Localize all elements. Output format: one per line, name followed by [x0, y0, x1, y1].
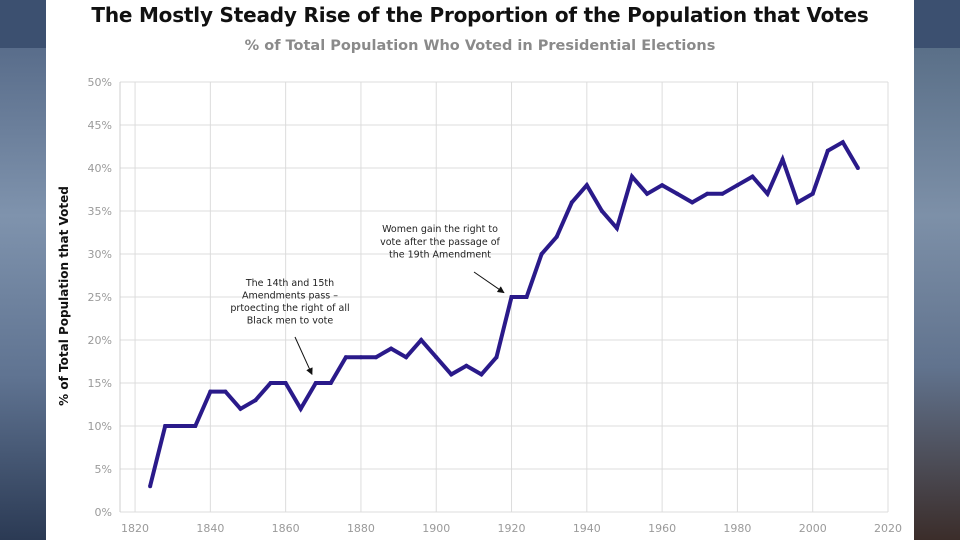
- annotation-text: The 14th and 15th: [245, 278, 334, 289]
- y-tick-label: 40%: [88, 162, 112, 175]
- annotation-text: the 19th Amendment: [389, 250, 491, 261]
- chart-panel: The Mostly Steady Rise of the Proportion…: [46, 0, 914, 540]
- annotation-text: prtoecting the right of all: [230, 303, 349, 314]
- data-point: [223, 389, 228, 394]
- x-tick-label: 2000: [799, 522, 827, 535]
- data-point: [810, 191, 815, 196]
- x-tick-label: 1920: [498, 522, 526, 535]
- data-point: [855, 166, 860, 170]
- series-line: [148, 139, 860, 487]
- background-left: [0, 0, 46, 540]
- data-point: [358, 355, 363, 360]
- y-tick-label: 0%: [95, 506, 112, 519]
- data-point: [840, 140, 845, 145]
- data-point: [298, 406, 303, 411]
- data-point: [313, 381, 318, 385]
- data-point: [374, 355, 378, 360]
- x-tick-label: 1880: [347, 522, 375, 535]
- annotation-text: Black men to vote: [247, 316, 334, 327]
- data-point: [614, 226, 619, 231]
- data-point: [404, 355, 409, 360]
- x-tick-label: 2020: [874, 522, 902, 535]
- data-point: [705, 191, 710, 196]
- data-point: [645, 191, 650, 196]
- y-axis-label: % of Total Population that Voted: [57, 186, 71, 406]
- data-point: [630, 174, 634, 179]
- data-point: [343, 355, 348, 360]
- data-point: [449, 372, 454, 377]
- data-point: [750, 174, 755, 179]
- data-point: [178, 424, 183, 428]
- background-band-left: [0, 0, 46, 48]
- data-point: [660, 183, 665, 188]
- x-tick-label: 1900: [422, 522, 450, 535]
- data-point: [569, 200, 574, 205]
- x-tick-label: 1860: [272, 522, 300, 535]
- background-band-right: [914, 0, 960, 48]
- data-point: [584, 183, 589, 188]
- data-point: [690, 200, 695, 205]
- line-chart: 0% 5% 10% 15% 20% 25% 30% 35% 40% 45% 50% 1820 1840 1…: [57, 76, 902, 535]
- data-point: [720, 191, 725, 196]
- y-tick-label: 20%: [88, 334, 112, 347]
- data-point: [434, 355, 439, 360]
- y-tick-label: 5%: [95, 463, 112, 476]
- x-tick-label: 1980: [723, 522, 751, 535]
- background-right: [914, 0, 960, 540]
- y-tick-label: 10%: [88, 420, 112, 433]
- data-point: [419, 338, 424, 342]
- data-point: [735, 183, 740, 188]
- data-point: [675, 191, 680, 196]
- data-point: [479, 372, 484, 377]
- data-point: [524, 295, 529, 299]
- data-point: [554, 234, 559, 239]
- data-point: [283, 381, 288, 385]
- x-tick-label: 1960: [648, 522, 676, 535]
- y-tick-label: 35%: [88, 205, 112, 218]
- data-point: [599, 209, 604, 213]
- data-point: [765, 191, 770, 196]
- data-point: [795, 200, 800, 205]
- x-tick-label: 1840: [196, 522, 224, 535]
- chart-subtitle: % of Total Population Who Voted in Presi…: [244, 38, 716, 54]
- data-point: [825, 148, 830, 153]
- annotation-text: Amendments pass –: [242, 291, 338, 302]
- annotation-arrow: [473, 271, 505, 294]
- y-tick-label: 15%: [88, 377, 112, 390]
- y-tick-label: 25%: [88, 291, 112, 304]
- data-point: [193, 424, 198, 428]
- y-tick-label: 45%: [88, 119, 112, 132]
- data-point: [148, 484, 153, 489]
- data-point: [268, 381, 273, 385]
- data-point: [253, 398, 258, 403]
- data-point: [389, 346, 394, 351]
- x-tick-label: 1820: [121, 522, 149, 535]
- annotation-text: Women gain the right to: [382, 224, 498, 235]
- annotation-text: vote after the passage of: [380, 237, 500, 248]
- data-point: [780, 157, 785, 162]
- data-point: [238, 406, 243, 411]
- y-tick-label: 30%: [88, 248, 112, 261]
- x-tick-label: 1940: [573, 522, 601, 535]
- chart-title: The Mostly Steady Rise of the Proportion…: [91, 3, 869, 27]
- data-point: [208, 389, 213, 394]
- data-point: [539, 252, 544, 256]
- annotation-arrow: [294, 336, 313, 376]
- data-point: [464, 363, 469, 368]
- data-point: [163, 424, 168, 428]
- data-point: [509, 295, 514, 299]
- data-point: [328, 381, 333, 385]
- y-tick-label: 50%: [88, 76, 112, 89]
- data-point: [494, 355, 499, 360]
